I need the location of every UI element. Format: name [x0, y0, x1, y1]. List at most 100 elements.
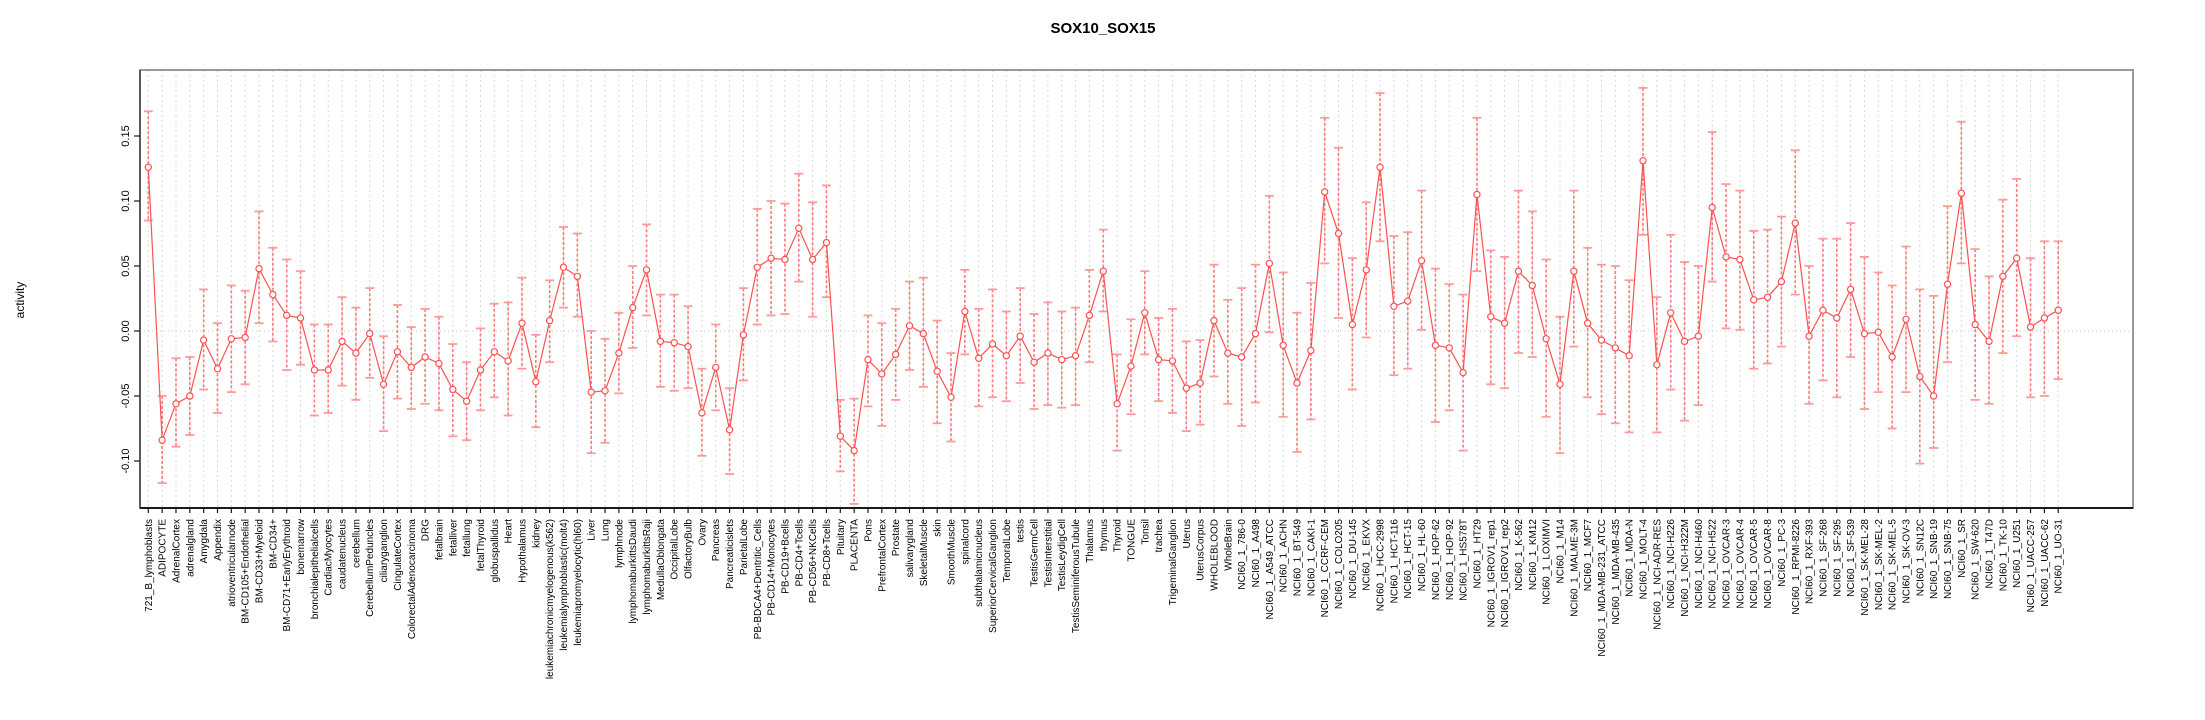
x-tick-label: NCI60_1_LOXIMVI	[1542, 519, 1553, 605]
x-tick-label: OccipitalLobe	[670, 519, 681, 580]
x-tick-label: Prostate	[891, 519, 902, 557]
data-point	[1722, 253, 1730, 261]
data-point	[393, 348, 402, 356]
x-tick-label: PB-BDCA4+Dentritic_Cells	[753, 519, 764, 639]
x-tick-label: NCI60_1_SF-539	[1846, 519, 1857, 597]
x-tick-label: NCI60_1_OVCAR-3	[1722, 519, 1733, 609]
data-point	[905, 322, 914, 330]
x-tick-label: lymphomaburkittsDaudi	[628, 519, 639, 624]
data-point	[1805, 332, 1813, 340]
y-tick-label: 0.05	[120, 255, 132, 276]
x-tick-label: NCI60_1_A498	[1251, 519, 1262, 588]
data-point	[1597, 336, 1606, 344]
x-tick-label: bonemarrow	[296, 518, 307, 574]
x-tick-label: OlfactoryBulb	[684, 519, 695, 579]
data-point	[1279, 341, 1287, 349]
data-point	[1943, 280, 1952, 288]
x-tick-label: NCI60_1_SK-MEL-5	[1888, 519, 1899, 611]
x-tick-label: NCI60_1_K-562	[1514, 519, 1525, 591]
x-tick-label: NCI60_1_SF-268	[1818, 519, 1829, 597]
x-tick-label: lymphomaburkittsRaji	[642, 519, 653, 615]
data-point	[172, 400, 180, 408]
data-point	[1168, 357, 1177, 365]
x-tick-label: NCI60_1_RXF-393	[1805, 519, 1816, 604]
data-point	[1376, 163, 1384, 171]
x-tick-label: WHOLEBLOOD	[1209, 519, 1220, 591]
data-point	[1487, 313, 1495, 321]
x-tick-label: fetallung	[462, 519, 473, 557]
x-tick-label: PLACENTA	[850, 519, 861, 571]
data-point	[1265, 259, 1274, 268]
data-point	[352, 349, 360, 357]
data-point	[462, 397, 471, 405]
x-tick-label: NCI60_1_MCF7	[1583, 519, 1594, 592]
x-tick-label: BM-CD33+Myeloid	[255, 519, 266, 603]
x-tick-label: SkeletalMuscle	[919, 519, 930, 587]
data-point	[338, 337, 346, 346]
data-point	[1307, 346, 1315, 355]
x-tick-label: TONGUE	[1126, 519, 1137, 562]
data-point	[559, 263, 568, 271]
data-point	[1528, 281, 1537, 290]
data-point	[1514, 267, 1523, 275]
x-tick-label: skin	[933, 519, 944, 537]
x-tick-label: NCI60_1_HCT-116	[1389, 519, 1400, 604]
x-tick-label: TemporalLobe	[1002, 519, 1013, 583]
x-tick-label: NCI60_1_HL-60	[1417, 519, 1428, 592]
x-tick-label: globuspallidus	[490, 519, 501, 582]
x-tick-label: testis	[1016, 519, 1027, 542]
data-point	[1902, 315, 1910, 323]
x-tick-label: NCI60_1_COLO205	[1334, 519, 1345, 609]
data-point	[1113, 400, 1121, 408]
data-point	[518, 319, 526, 327]
x-tick-label: TrigeminalGanglion	[1168, 519, 1179, 605]
data-point	[1542, 335, 1550, 343]
data-point	[1763, 293, 1772, 301]
data-point	[241, 333, 249, 342]
data-point	[1736, 255, 1744, 264]
x-tick-label: NCI60_1_SN12C	[1915, 519, 1926, 596]
data-point	[1459, 368, 1467, 377]
x-tick-label: MedullaOblongata	[656, 519, 667, 601]
x-tick-label: BM-CD34+	[268, 519, 279, 569]
data-point	[891, 350, 900, 359]
x-tick-label: Pancreas	[711, 519, 722, 561]
x-tick-label: Pons	[863, 519, 874, 542]
data-point	[1348, 320, 1357, 329]
data-point	[158, 436, 166, 444]
x-tick-label: NCI60_1_A549_ATCC	[1265, 519, 1276, 619]
x-tick-label: Liver	[587, 518, 598, 540]
data-point	[1639, 156, 1647, 165]
x-tick-label: PB-CD4+Tcells	[794, 519, 805, 587]
data-point	[1874, 328, 1883, 336]
data-point	[656, 337, 665, 346]
data-point	[1044, 349, 1052, 357]
x-tick-label: NCI60_1_SK-MEL-28	[1860, 519, 1871, 616]
y-axis-title: activity	[13, 282, 27, 319]
x-tick-label: NCI60_1_OVCAR-8	[1763, 519, 1774, 609]
data-point	[1362, 266, 1370, 274]
data-point	[1583, 319, 1592, 327]
y-tick-label: 0.15	[120, 125, 132, 146]
data-point	[1957, 189, 1966, 197]
x-tick-label: BM-CD105+Endothelial	[241, 519, 252, 624]
data-point	[808, 255, 817, 264]
data-point	[2040, 314, 2049, 322]
data-point	[1680, 337, 1689, 346]
data-point	[1058, 355, 1066, 364]
data-point	[781, 255, 789, 264]
data-point	[1141, 309, 1149, 317]
data-point	[1860, 329, 1869, 338]
data-point	[1929, 392, 1938, 400]
x-tick-label: Pancreaticislets	[725, 519, 736, 589]
x-tick-label: fetalThyroid	[476, 519, 487, 571]
x-tick-label: CerebellumPeduncles	[365, 519, 376, 617]
x-tick-label: thymus	[1099, 519, 1110, 551]
x-tick-label: NCI60_1_KM12	[1528, 519, 1539, 591]
data-point	[712, 363, 720, 372]
data-point	[310, 366, 319, 374]
x-tick-label: NCI60_1_IGROV1_rep1	[1486, 519, 1497, 628]
data-point	[1625, 352, 1633, 360]
